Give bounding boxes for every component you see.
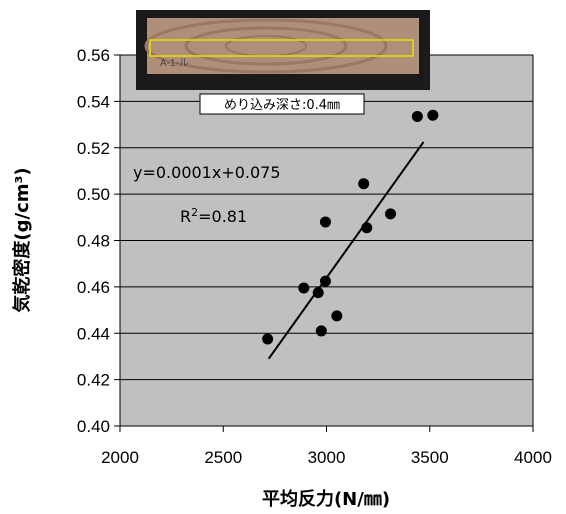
trendline-group <box>267 141 425 360</box>
y-tick-label: 0.46 <box>77 278 110 297</box>
trendline <box>267 141 425 360</box>
sample-photo-caption: A-1-ル <box>160 58 189 69</box>
data-point <box>315 325 327 337</box>
x-axis-ticks: 2000 2500 3000 3500 4000 <box>101 426 552 467</box>
data-point <box>262 333 274 345</box>
x-axis-title: 平均反力(N/㎜) <box>262 488 390 510</box>
x-tick-label: 4000 <box>514 448 552 467</box>
data-point <box>358 178 370 190</box>
data-points <box>262 109 439 345</box>
y-tick-label: 0.48 <box>77 232 110 251</box>
data-point <box>427 109 439 121</box>
x-tick-label: 2000 <box>101 448 139 467</box>
x-tick-label: 3500 <box>411 448 449 467</box>
data-point <box>312 287 324 299</box>
data-point <box>319 275 331 287</box>
y-tick-label: 0.54 <box>77 92 110 111</box>
data-point <box>385 208 397 220</box>
y-tick-label: 0.50 <box>77 185 110 204</box>
y-tick-label: 0.56 <box>77 46 110 65</box>
regression-equation: y=0.0001x+0.075 <box>133 163 281 182</box>
sample-photo: A-1-ル <box>136 10 430 90</box>
y-tick-label: 0.44 <box>77 324 110 343</box>
data-point <box>319 216 331 228</box>
data-point <box>411 110 423 122</box>
sample-label: めり込み深さ:0.4㎜ <box>224 98 340 113</box>
y-tick-label: 0.42 <box>77 371 110 390</box>
data-point <box>361 222 373 234</box>
sample-label-box: めり込み深さ:0.4㎜ <box>199 93 365 115</box>
x-tick-label: 3000 <box>308 448 346 467</box>
measurement-band <box>149 39 414 57</box>
r-squared: R2=0.81 <box>180 206 247 226</box>
y-tick-label: 0.40 <box>77 417 110 436</box>
data-point <box>298 282 310 294</box>
x-tick-label: 2500 <box>204 448 242 467</box>
data-point <box>331 310 343 322</box>
y-axis-ticks: 0.40 0.42 0.44 0.46 0.48 0.50 0.52 0.54 0.56 <box>77 46 120 436</box>
y-axis-title: 気乾密度(g/cm³) <box>11 167 33 312</box>
y-tick-label: 0.52 <box>77 139 110 158</box>
